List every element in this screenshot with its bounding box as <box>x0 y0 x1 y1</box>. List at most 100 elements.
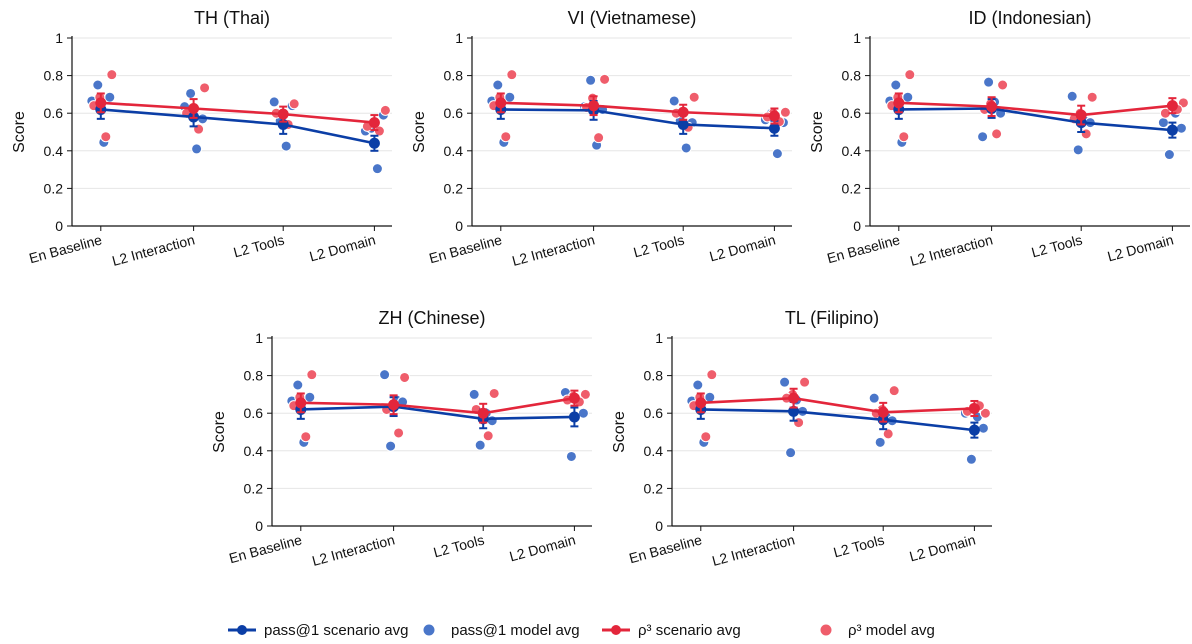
y-tick-label: 0.4 <box>644 443 664 459</box>
pass1-model-point <box>668 95 680 107</box>
y-tick-label: 0.8 <box>244 368 264 384</box>
pass1-scenario-point <box>368 137 380 149</box>
rho-model-point <box>700 431 712 443</box>
rho-scenario-point <box>568 392 580 404</box>
y-tick-label: 0.2 <box>644 480 664 496</box>
pass1-model-point <box>680 142 692 154</box>
y-tick-label: 0 <box>655 518 663 534</box>
legend-label: pass@1 scenario avg <box>264 622 408 639</box>
panel-title: TH (Thai) <box>194 8 270 28</box>
x-tick-label: En Baseline <box>427 231 504 266</box>
y-tick-label: 0 <box>853 218 861 234</box>
y-tick-label: 1 <box>455 30 463 46</box>
x-tick-label: L2 Interaction <box>110 231 196 268</box>
rho-scenario-point <box>968 403 980 414</box>
legend-label: ρ³ model avg <box>848 622 935 639</box>
pass1-scenario-point <box>768 122 780 134</box>
pass1-model-point <box>585 74 597 86</box>
rho-model-point <box>306 369 318 381</box>
x-tick-label: L2 Tools <box>632 231 686 260</box>
rho-model-point <box>882 428 894 440</box>
x-tick-label: En Baseline <box>227 531 304 566</box>
y-tick-label: 0 <box>255 518 263 534</box>
x-tick-label: L2 Interaction <box>510 231 596 268</box>
legend-label: pass@1 model avg <box>451 622 580 639</box>
pass1-model-point <box>385 440 397 452</box>
pass1-model-point <box>185 87 197 99</box>
y-tick-label: 0.8 <box>444 68 464 84</box>
y-tick-label: 0.8 <box>44 68 64 84</box>
y-axis-label: Score <box>211 411 228 453</box>
y-tick-label: 0.2 <box>842 180 862 196</box>
y-tick-label: 0.4 <box>244 443 264 459</box>
legend-line-marker <box>611 625 621 635</box>
pass1-scenario-point <box>568 411 580 423</box>
rho-model-point <box>706 369 718 381</box>
y-tick-label: 0.6 <box>644 405 664 421</box>
pass1-model-point <box>474 439 486 451</box>
rho-scenario-point <box>677 106 689 118</box>
y-tick-label: 0.2 <box>44 180 64 196</box>
pass1-model-point <box>304 391 316 403</box>
pass1-model-point <box>890 79 902 91</box>
rho-scenario-point <box>277 108 289 120</box>
rho-model-point <box>106 69 118 81</box>
rho-scenario-point <box>768 110 780 122</box>
rho-scenario-point <box>477 407 489 419</box>
rho-scenario-point <box>188 103 200 114</box>
pass1-model-point <box>779 376 791 388</box>
rho-model-point <box>904 69 916 81</box>
y-tick-label: 0.6 <box>244 405 264 421</box>
pass1-model-point <box>577 407 589 419</box>
rho-model-point <box>1080 128 1092 140</box>
x-tick-label: L2 Domain <box>908 531 978 564</box>
rho-scenario-line <box>700 396 975 414</box>
x-tick-label: L2 Tools <box>432 531 486 560</box>
rho-model-point <box>599 73 611 85</box>
rho-scenario-line <box>898 101 1173 117</box>
y-tick-label: 0.4 <box>842 143 862 159</box>
pass1-model-point <box>268 96 280 108</box>
x-tick-label: L2 Domain <box>1106 231 1176 264</box>
panel-title: ID (Indonesian) <box>968 8 1091 28</box>
rho-model-point <box>979 407 991 419</box>
rho-scenario-point <box>893 97 905 109</box>
rho-scenario-point <box>295 397 307 409</box>
pass1-model-point <box>902 91 914 103</box>
pass1-scenario-point <box>788 405 800 417</box>
x-tick-label: L2 Tools <box>832 531 886 560</box>
rho-scenario-point <box>877 406 889 418</box>
rho-model-point <box>379 104 391 116</box>
legend-dot-swatch <box>422 623 436 637</box>
x-tick-label: L2 Interaction <box>710 531 796 568</box>
pass1-model-point <box>771 148 783 160</box>
x-tick-label: L2 Interaction <box>310 531 396 568</box>
pass1-model-point <box>565 450 577 462</box>
rho-scenario-point <box>95 97 107 109</box>
rho-model-point <box>482 430 494 442</box>
rho-model-point <box>779 106 791 118</box>
y-tick-label: 0.8 <box>644 368 664 384</box>
pass1-model-point <box>486 415 498 427</box>
pass1-scenario-point <box>1166 124 1178 136</box>
rho-model-point <box>288 98 300 110</box>
pass1-model-point <box>104 91 116 103</box>
rho-model-point <box>1086 91 1098 103</box>
rho-scenario-point <box>368 117 380 129</box>
pass1-model-point <box>280 140 292 152</box>
pass1-scenario-point <box>677 118 689 130</box>
rho-model-point <box>300 431 312 443</box>
pass1-model-point <box>468 388 480 400</box>
legend-line-marker <box>237 625 247 635</box>
rho-model-point <box>100 131 112 143</box>
x-tick-label: L2 Tools <box>232 231 286 260</box>
pass1-model-point <box>1175 122 1187 134</box>
y-axis-label: Score <box>11 111 28 153</box>
rho-model-point <box>991 128 1003 140</box>
y-tick-label: 0.4 <box>444 143 464 159</box>
rho-model-point <box>399 371 411 383</box>
rho-scenario-point <box>588 100 600 112</box>
rho-model-point <box>997 79 1009 91</box>
